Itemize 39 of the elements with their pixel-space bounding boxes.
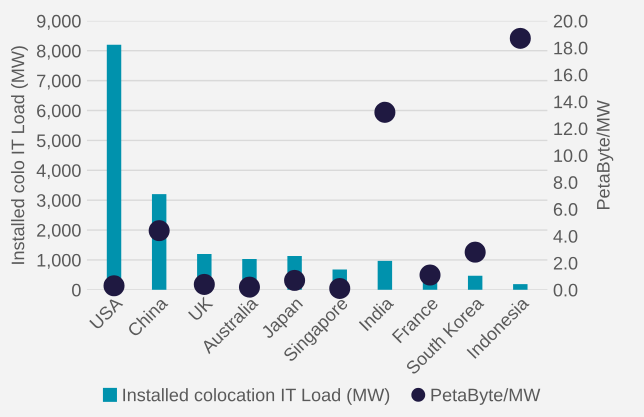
y2-tick-label: 6.0 <box>554 203 578 216</box>
bar <box>378 260 392 290</box>
point <box>374 102 396 123</box>
point <box>329 278 350 299</box>
point <box>194 274 215 295</box>
y2-tick-label: 18.0 <box>554 42 588 54</box>
point <box>464 242 486 263</box>
y-axis-title: Installed colo IT Load (MW) <box>11 46 28 264</box>
y-tick-label: 8,000 <box>36 44 81 60</box>
legend-label: PetaByte/MW <box>431 388 540 405</box>
y2-axis-title: PetaByte/MW <box>596 100 614 210</box>
y-tick-label: 1,000 <box>38 254 81 269</box>
point <box>284 270 306 291</box>
y-tick-label: 7,000 <box>37 74 81 90</box>
x-tick-label: USA <box>89 296 124 330</box>
y-tick-label: 5,000 <box>36 134 81 150</box>
y2-tick-label: 20.0 <box>554 14 588 28</box>
point <box>420 264 441 286</box>
point <box>148 220 170 242</box>
y2-tick-label: 0.0 <box>554 284 578 297</box>
y2-tick-label: 12.0 <box>554 122 588 136</box>
y2-tick-label: 4.0 <box>553 230 578 243</box>
bar <box>468 276 482 290</box>
legend-label: Installed colocation IT Load (MW) <box>123 388 390 405</box>
y-tick-label: 3,000 <box>36 194 81 210</box>
y-tick-label: 9,000 <box>37 14 81 30</box>
y2-tick-label: 14.0 <box>554 95 588 108</box>
y-tick-label: 2,000 <box>37 224 81 239</box>
point <box>104 275 125 296</box>
y-tick-label: 0 <box>72 284 81 297</box>
point <box>238 276 260 298</box>
y-tick-label: 4,000 <box>36 164 81 180</box>
y2-tick-label: 10.0 <box>554 149 588 162</box>
y2-tick-label: 2.0 <box>554 256 578 270</box>
y2-tick-label: 16.0 <box>554 68 588 82</box>
bar <box>513 284 528 290</box>
y2-tick-label: 8.0 <box>554 176 578 189</box>
point <box>510 28 531 49</box>
y-tick-label: 6,000 <box>37 104 81 120</box>
